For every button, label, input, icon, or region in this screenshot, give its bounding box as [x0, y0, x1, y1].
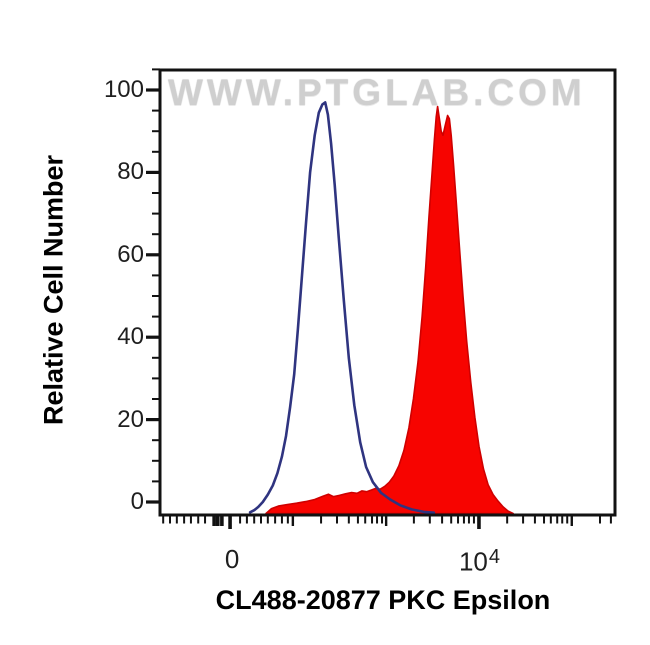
watermark-text: WWW.PTGLAB.COM [168, 72, 586, 113]
x-tick-label-10e4: 104 [458, 545, 500, 577]
y-tick-label: 60 [117, 240, 144, 268]
y-tick-label: 40 [117, 323, 144, 351]
x-tick-label-10e4-base: 10 [458, 546, 488, 577]
x-tick-label-10e4-exponent: 4 [488, 546, 500, 568]
x-tick-label-zero: 0 [224, 544, 240, 574]
y-tick-label: 0 [130, 488, 144, 515]
y-tick-label: 80 [117, 158, 144, 186]
y-tick-label: 100 [103, 76, 144, 103]
red-filled-pkc-epsilon-histogram [265, 105, 514, 515]
blue-open-control-histogram [248, 101, 436, 514]
x-axis-title: CL488-20877 PKC Epsilon [215, 585, 551, 615]
y-tick-label: 20 [117, 405, 144, 433]
plot-frame [158, 68, 617, 517]
y-axis-title: Relative Cell Number [38, 154, 69, 426]
